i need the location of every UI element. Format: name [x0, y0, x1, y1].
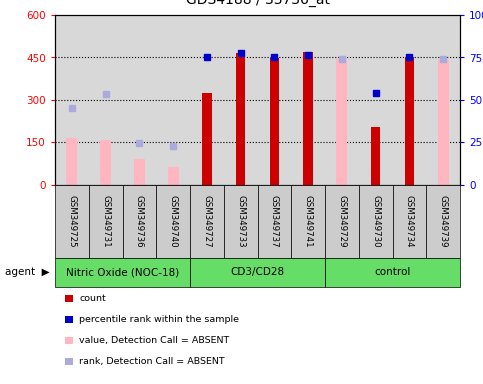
Text: GSM349741: GSM349741	[304, 195, 313, 248]
Bar	[202, 93, 212, 185]
Bar	[66, 138, 77, 185]
Text: GSM349736: GSM349736	[135, 195, 144, 248]
Text: GSM349739: GSM349739	[439, 195, 448, 248]
Bar	[405, 58, 414, 185]
Bar	[336, 58, 347, 185]
Text: Nitric Oxide (NOC-18): Nitric Oxide (NOC-18)	[66, 267, 179, 277]
Bar	[303, 52, 313, 185]
Text: GDS4188 / 33736_at: GDS4188 / 33736_at	[185, 0, 329, 7]
Text: percentile rank within the sample: percentile rank within the sample	[79, 315, 239, 324]
Bar	[236, 53, 245, 185]
Bar	[168, 167, 179, 185]
Text: GSM349733: GSM349733	[236, 195, 245, 248]
Text: GSM349730: GSM349730	[371, 195, 380, 248]
Text: CD3/CD28: CD3/CD28	[230, 267, 284, 277]
Text: value, Detection Call = ABSENT: value, Detection Call = ABSENT	[79, 336, 229, 345]
Text: GSM349737: GSM349737	[270, 195, 279, 248]
Text: agent  ▶: agent ▶	[5, 267, 49, 277]
Text: rank, Detection Call = ABSENT: rank, Detection Call = ABSENT	[79, 357, 225, 366]
Text: GSM349727: GSM349727	[202, 195, 212, 248]
Bar	[371, 127, 380, 185]
Bar	[134, 159, 145, 185]
Text: GSM349729: GSM349729	[337, 195, 346, 248]
Text: GSM349734: GSM349734	[405, 195, 414, 248]
Text: count: count	[79, 294, 106, 303]
Text: GSM349731: GSM349731	[101, 195, 110, 248]
Bar	[270, 58, 279, 185]
Text: GSM349725: GSM349725	[67, 195, 76, 248]
Bar	[438, 60, 449, 185]
Bar	[100, 140, 111, 185]
Text: GSM349740: GSM349740	[169, 195, 178, 248]
Text: control: control	[374, 267, 411, 277]
